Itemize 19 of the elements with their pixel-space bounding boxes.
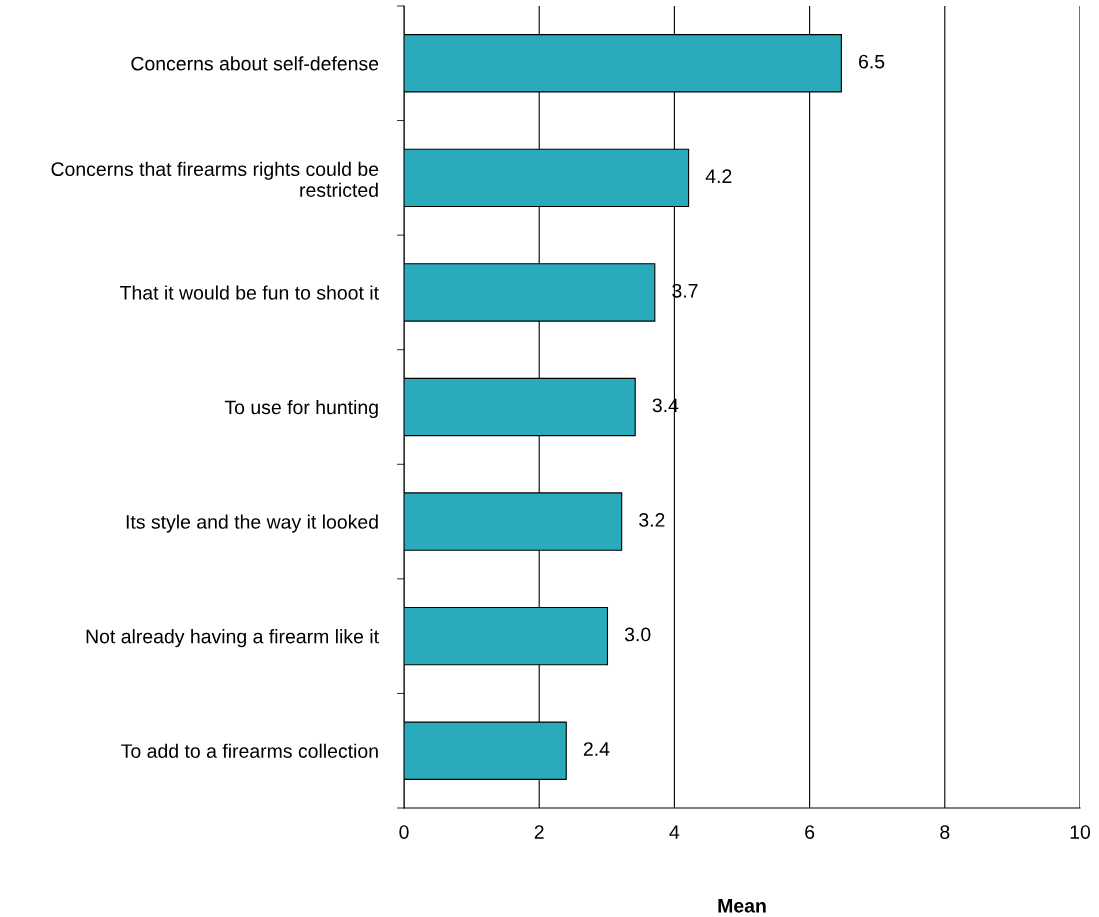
data-label: 6.5 [859, 54, 885, 69]
x-axis-title: Mean [718, 899, 766, 913]
data-label: 2.4 [583, 742, 610, 756]
y-tick-label: Concerns about self-defense [131, 56, 379, 71]
x-tick-label: 0 [399, 825, 409, 839]
x-tick-label: 8 [940, 825, 950, 839]
y-tick-label: To use for hunting [224, 399, 378, 419]
y-tick-label: That it would be fun to shoot it [120, 285, 379, 300]
data-label: 4.2 [705, 169, 732, 183]
data-label: 3.2 [639, 513, 665, 527]
y-tick-label: Concerns that firearms rights could be restricted [51, 161, 379, 197]
y-tick-label: To add to a firearms collection [121, 743, 378, 758]
y-tick-label: Its style and the way it looked [126, 514, 378, 533]
x-tick-label: 4 [669, 825, 680, 839]
x-tick-label: 2 [534, 825, 544, 839]
x-tick-label: 10 [1070, 825, 1091, 839]
data-label: 3.0 [624, 627, 651, 642]
x-tick-label: 6 [805, 825, 815, 839]
y-tick-label: Not already having a firearm like it [86, 629, 379, 648]
